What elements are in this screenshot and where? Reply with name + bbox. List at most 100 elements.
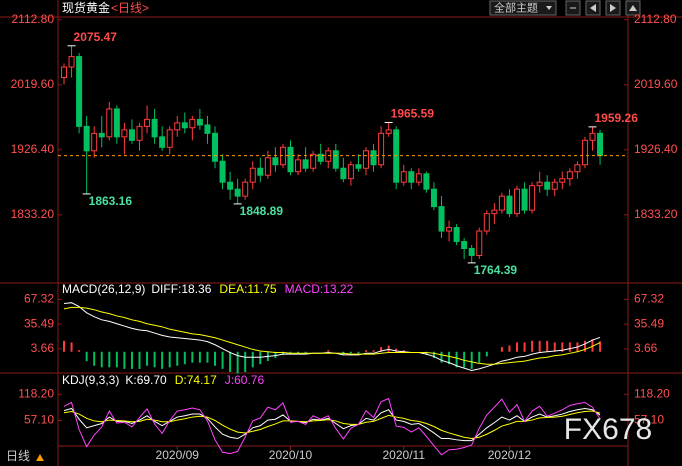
candle-body <box>249 167 256 183</box>
candle-body <box>498 195 505 211</box>
candle-body <box>340 167 347 180</box>
candle-body <box>506 195 513 215</box>
y-tick-label: 3.66 <box>31 341 55 355</box>
candle-body <box>121 129 128 138</box>
x-tick-label: 2020/11 <box>383 448 426 462</box>
candle-body <box>400 171 407 183</box>
icon[interactable] <box>590 4 596 12</box>
dropdown-icon[interactable] <box>546 6 552 10</box>
candle-body <box>536 181 543 187</box>
annotation: 1848.89 <box>240 204 284 218</box>
candle-body <box>446 227 453 232</box>
candle-body <box>566 171 573 180</box>
candle-body <box>106 108 113 138</box>
candle-body <box>234 188 241 197</box>
legend-entry: DIFF:18.36 <box>151 282 211 296</box>
candle-body <box>438 206 445 232</box>
legend-entry: J:60.76 <box>225 373 265 387</box>
y-tick-label: 2112.80 <box>12 12 55 26</box>
y-tick-label: 2019.60 <box>634 77 678 91</box>
candle-body <box>529 185 536 211</box>
y-tick-label: 57.10 <box>634 413 664 427</box>
candle-body <box>76 56 83 127</box>
y-tick-label: 1833.20 <box>11 207 55 221</box>
candle-body <box>174 122 181 131</box>
candle-body <box>385 129 392 134</box>
candle-body <box>355 164 362 169</box>
annotation: 2075.47 <box>74 30 118 44</box>
candle-body <box>128 129 135 141</box>
panel-title: KDJ(9,3,3) <box>62 373 119 387</box>
candle-body <box>219 160 226 183</box>
candle-body <box>68 56 75 68</box>
period-switch[interactable]: 日线 <box>6 449 44 463</box>
candle-body <box>370 150 377 166</box>
candle-body <box>597 132 604 157</box>
legend-entry: D:74.17 <box>175 373 217 387</box>
candle-body <box>91 132 98 152</box>
candle-body <box>461 241 468 249</box>
candle-body <box>483 213 490 232</box>
candle-body <box>423 173 430 190</box>
candle-body <box>347 164 354 180</box>
legend-entry: K:69.70 <box>125 373 167 387</box>
y-tick-label: 67.32 <box>24 291 54 305</box>
y-tick-label: 118.20 <box>634 386 670 400</box>
y-tick-label: 118.20 <box>18 386 54 400</box>
candle-body <box>559 178 566 183</box>
y-tick-label: 2112.80 <box>634 12 677 26</box>
candle-body <box>83 125 90 152</box>
candle-body <box>310 153 317 169</box>
candle-body <box>589 132 596 141</box>
watermark: FX678 <box>564 413 652 446</box>
candle-body <box>98 132 105 138</box>
panel-title: MACD(26,12,9) <box>62 282 145 296</box>
theme-button[interactable]: 全部主题 <box>489 0 557 16</box>
y-tick-label: 35.49 <box>24 316 54 330</box>
button-frame[interactable] <box>489 0 557 16</box>
candle-body <box>61 66 67 79</box>
x-tick-label: 2020/10 <box>269 448 313 462</box>
candle-body <box>113 108 120 138</box>
period: <日线> <box>111 1 149 15</box>
candle-body <box>295 159 302 173</box>
candle-body <box>189 118 196 129</box>
y-tick-label: 1926.40 <box>11 142 55 156</box>
legend-entry: DEA:11.75 <box>219 282 276 296</box>
x-tick-label: 2020/12 <box>488 448 532 462</box>
candle-body <box>144 118 151 127</box>
candle-body <box>574 164 581 173</box>
candle-body <box>521 188 528 211</box>
candle-body <box>514 188 520 215</box>
candle-body <box>212 132 218 162</box>
icon[interactable] <box>36 454 44 461</box>
candle-body <box>227 181 234 190</box>
candle-body <box>151 118 158 138</box>
candle-body <box>257 167 264 176</box>
symbol: 现货黄金 <box>62 0 110 15</box>
candle-body <box>453 227 460 243</box>
indicator-line <box>63 410 601 440</box>
x-tick-label: 2020/09 <box>156 448 200 462</box>
toolbar <box>565 0 641 16</box>
y-tick-label: 67.32 <box>634 291 664 305</box>
y-tick-label: 2019.60 <box>11 77 55 91</box>
candle-body <box>415 173 422 183</box>
candle-body <box>166 129 173 148</box>
button-label[interactable]: 全部主题 <box>494 0 538 14</box>
candle-body <box>159 136 166 148</box>
candle-body <box>287 146 294 173</box>
candle-body <box>544 181 551 190</box>
icon[interactable] <box>629 5 637 11</box>
annotation: 1863.16 <box>89 194 133 208</box>
footer-period[interactable]: 日线 <box>6 449 30 463</box>
y-tick-label: 35.49 <box>634 316 664 330</box>
icon[interactable] <box>610 4 616 12</box>
candle-body <box>491 209 498 215</box>
annotation: 1764.39 <box>474 263 518 277</box>
candle-body <box>408 171 415 183</box>
y-tick-label: 57.10 <box>24 413 54 427</box>
y-tick-label: 1833.20 <box>634 207 678 221</box>
